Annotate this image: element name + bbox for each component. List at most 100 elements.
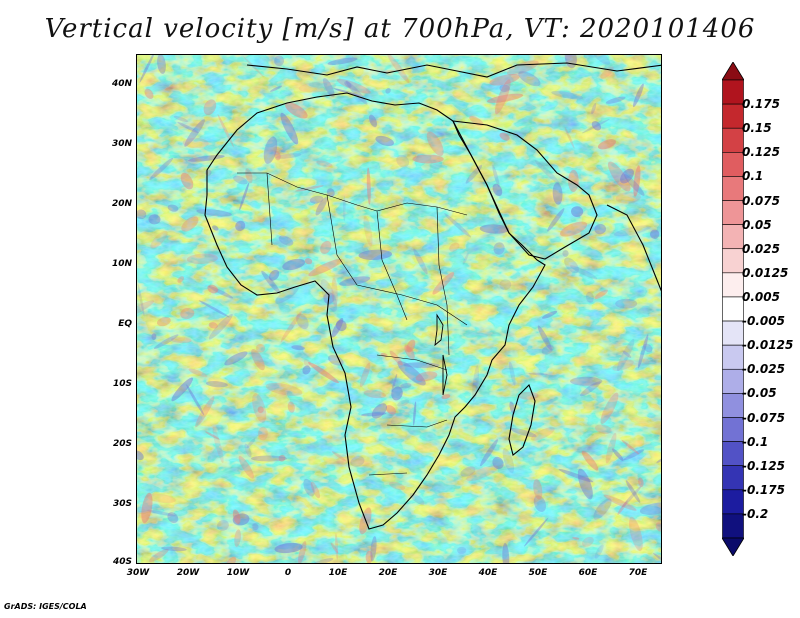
colorbar-swatch (722, 103, 744, 129)
negative-velocity-patch (480, 439, 498, 467)
negative-velocity-patch (268, 269, 280, 281)
positive-velocity-patch (363, 390, 387, 399)
negative-velocity-patch (643, 343, 653, 353)
colorbar-tick-label: -0.005 (742, 314, 785, 329)
negative-velocity-patch (509, 361, 516, 386)
positive-velocity-patch (304, 258, 313, 265)
positive-velocity-patch (205, 431, 220, 440)
positive-velocity-patch (600, 392, 619, 424)
positive-velocity-patch (308, 362, 339, 384)
negative-velocity-patch (510, 428, 537, 438)
negative-velocity-patch (499, 84, 510, 93)
positive-velocity-patch (171, 337, 192, 344)
colorbar-tick-label: 0.15 (742, 121, 772, 136)
negative-velocity-patch (413, 401, 417, 426)
negative-velocity-patch (274, 542, 303, 554)
negative-velocity-patch (217, 520, 229, 531)
colorbar-swatch (722, 344, 744, 370)
negative-velocity-patch (623, 449, 645, 461)
negative-velocity-patch (462, 253, 469, 265)
colorbar-tick-label: 0.0125 (742, 265, 789, 280)
negative-velocity-patch (311, 558, 334, 563)
negative-velocity-patch (274, 55, 285, 67)
negative-velocity-patch (358, 249, 393, 260)
negative-velocity-patch (343, 195, 346, 222)
positive-velocity-patch (363, 215, 373, 247)
positive-velocity-patch (303, 359, 311, 367)
positive-velocity-patch (629, 516, 643, 552)
negative-velocity-patch (171, 377, 193, 402)
field-streak-layer (137, 55, 661, 563)
negative-velocity-patch (639, 502, 661, 515)
colorbar-tick-label: 0.05 (742, 217, 772, 232)
positive-velocity-patch (156, 316, 171, 327)
lon-label-0: 0 (284, 568, 292, 578)
negative-velocity-patch (499, 279, 512, 291)
lat-label-10s: 10S (112, 379, 132, 389)
colorbar-swatch (722, 272, 744, 298)
negative-velocity-patch (571, 206, 584, 218)
colorbar-tick-label: 0.075 (742, 193, 780, 208)
positive-velocity-patch (144, 88, 154, 99)
lon-label-30w: 30W (126, 568, 150, 578)
negative-velocity-patch (250, 455, 288, 462)
positive-velocity-patch (494, 79, 511, 115)
negative-velocity-patch (537, 325, 552, 351)
negative-velocity-patch (167, 512, 179, 524)
lon-label-70e: 70E (628, 568, 648, 578)
negative-velocity-patch (148, 214, 161, 225)
negative-velocity-patch (261, 270, 281, 295)
positive-velocity-patch (366, 167, 371, 205)
positive-velocity-patch (572, 537, 580, 540)
negative-velocity-patch (370, 536, 377, 562)
colorbar-swatch (722, 417, 744, 442)
positive-velocity-patch (257, 406, 264, 414)
lat-label-20n: 20N (111, 199, 132, 209)
colorbar-swatch (722, 465, 744, 491)
negative-velocity-patch (137, 283, 145, 317)
positive-velocity-patch (203, 99, 217, 115)
negative-velocity-patch (224, 351, 248, 366)
negative-velocity-patch (391, 386, 403, 401)
negative-velocity-patch (275, 153, 302, 159)
negative-velocity-patch (493, 242, 505, 255)
positive-velocity-patch (336, 78, 371, 94)
positive-velocity-patch (188, 368, 208, 378)
negative-velocity-patch (562, 250, 569, 257)
positive-velocity-patch (466, 465, 499, 482)
negative-velocity-patch (518, 71, 541, 87)
negative-velocity-patch (533, 495, 546, 512)
negative-velocity-patch (592, 55, 611, 65)
negative-velocity-patch (333, 88, 360, 96)
negative-velocity-patch (280, 112, 299, 145)
velocity-patches (137, 55, 661, 563)
lat-label-40n: 40N (111, 79, 132, 89)
negative-velocity-patch (492, 183, 503, 197)
positive-velocity-patch (469, 115, 484, 127)
negative-velocity-patch (235, 220, 246, 232)
negative-velocity-patch (465, 164, 483, 184)
negative-velocity-patch (246, 438, 256, 449)
negative-velocity-patch (147, 509, 176, 517)
colorbar-tick-label: -0.175 (742, 482, 785, 497)
lon-label-40e: 40E (478, 568, 498, 578)
negative-velocity-patch (177, 121, 199, 134)
colorbar-swatch (722, 296, 744, 322)
negative-velocity-patch (173, 115, 189, 123)
negative-velocity-patch (375, 135, 394, 146)
lon-label-10w: 10W (226, 568, 250, 578)
negative-velocity-patch (186, 384, 205, 416)
positive-velocity-patch (146, 493, 176, 504)
positive-velocity-patch (389, 481, 406, 491)
negative-velocity-patch (198, 300, 230, 318)
negative-velocity-patch (541, 344, 554, 355)
positive-velocity-patch (255, 343, 266, 353)
positive-velocity-patch (186, 253, 218, 264)
negative-velocity-patch (385, 87, 391, 94)
negative-velocity-patch (161, 546, 187, 552)
negative-velocity-patch (612, 448, 624, 462)
negative-velocity-patch (613, 225, 651, 237)
negative-velocity-patch (167, 204, 179, 212)
negative-velocity-patch (594, 223, 606, 235)
negative-velocity-patch (528, 372, 548, 376)
